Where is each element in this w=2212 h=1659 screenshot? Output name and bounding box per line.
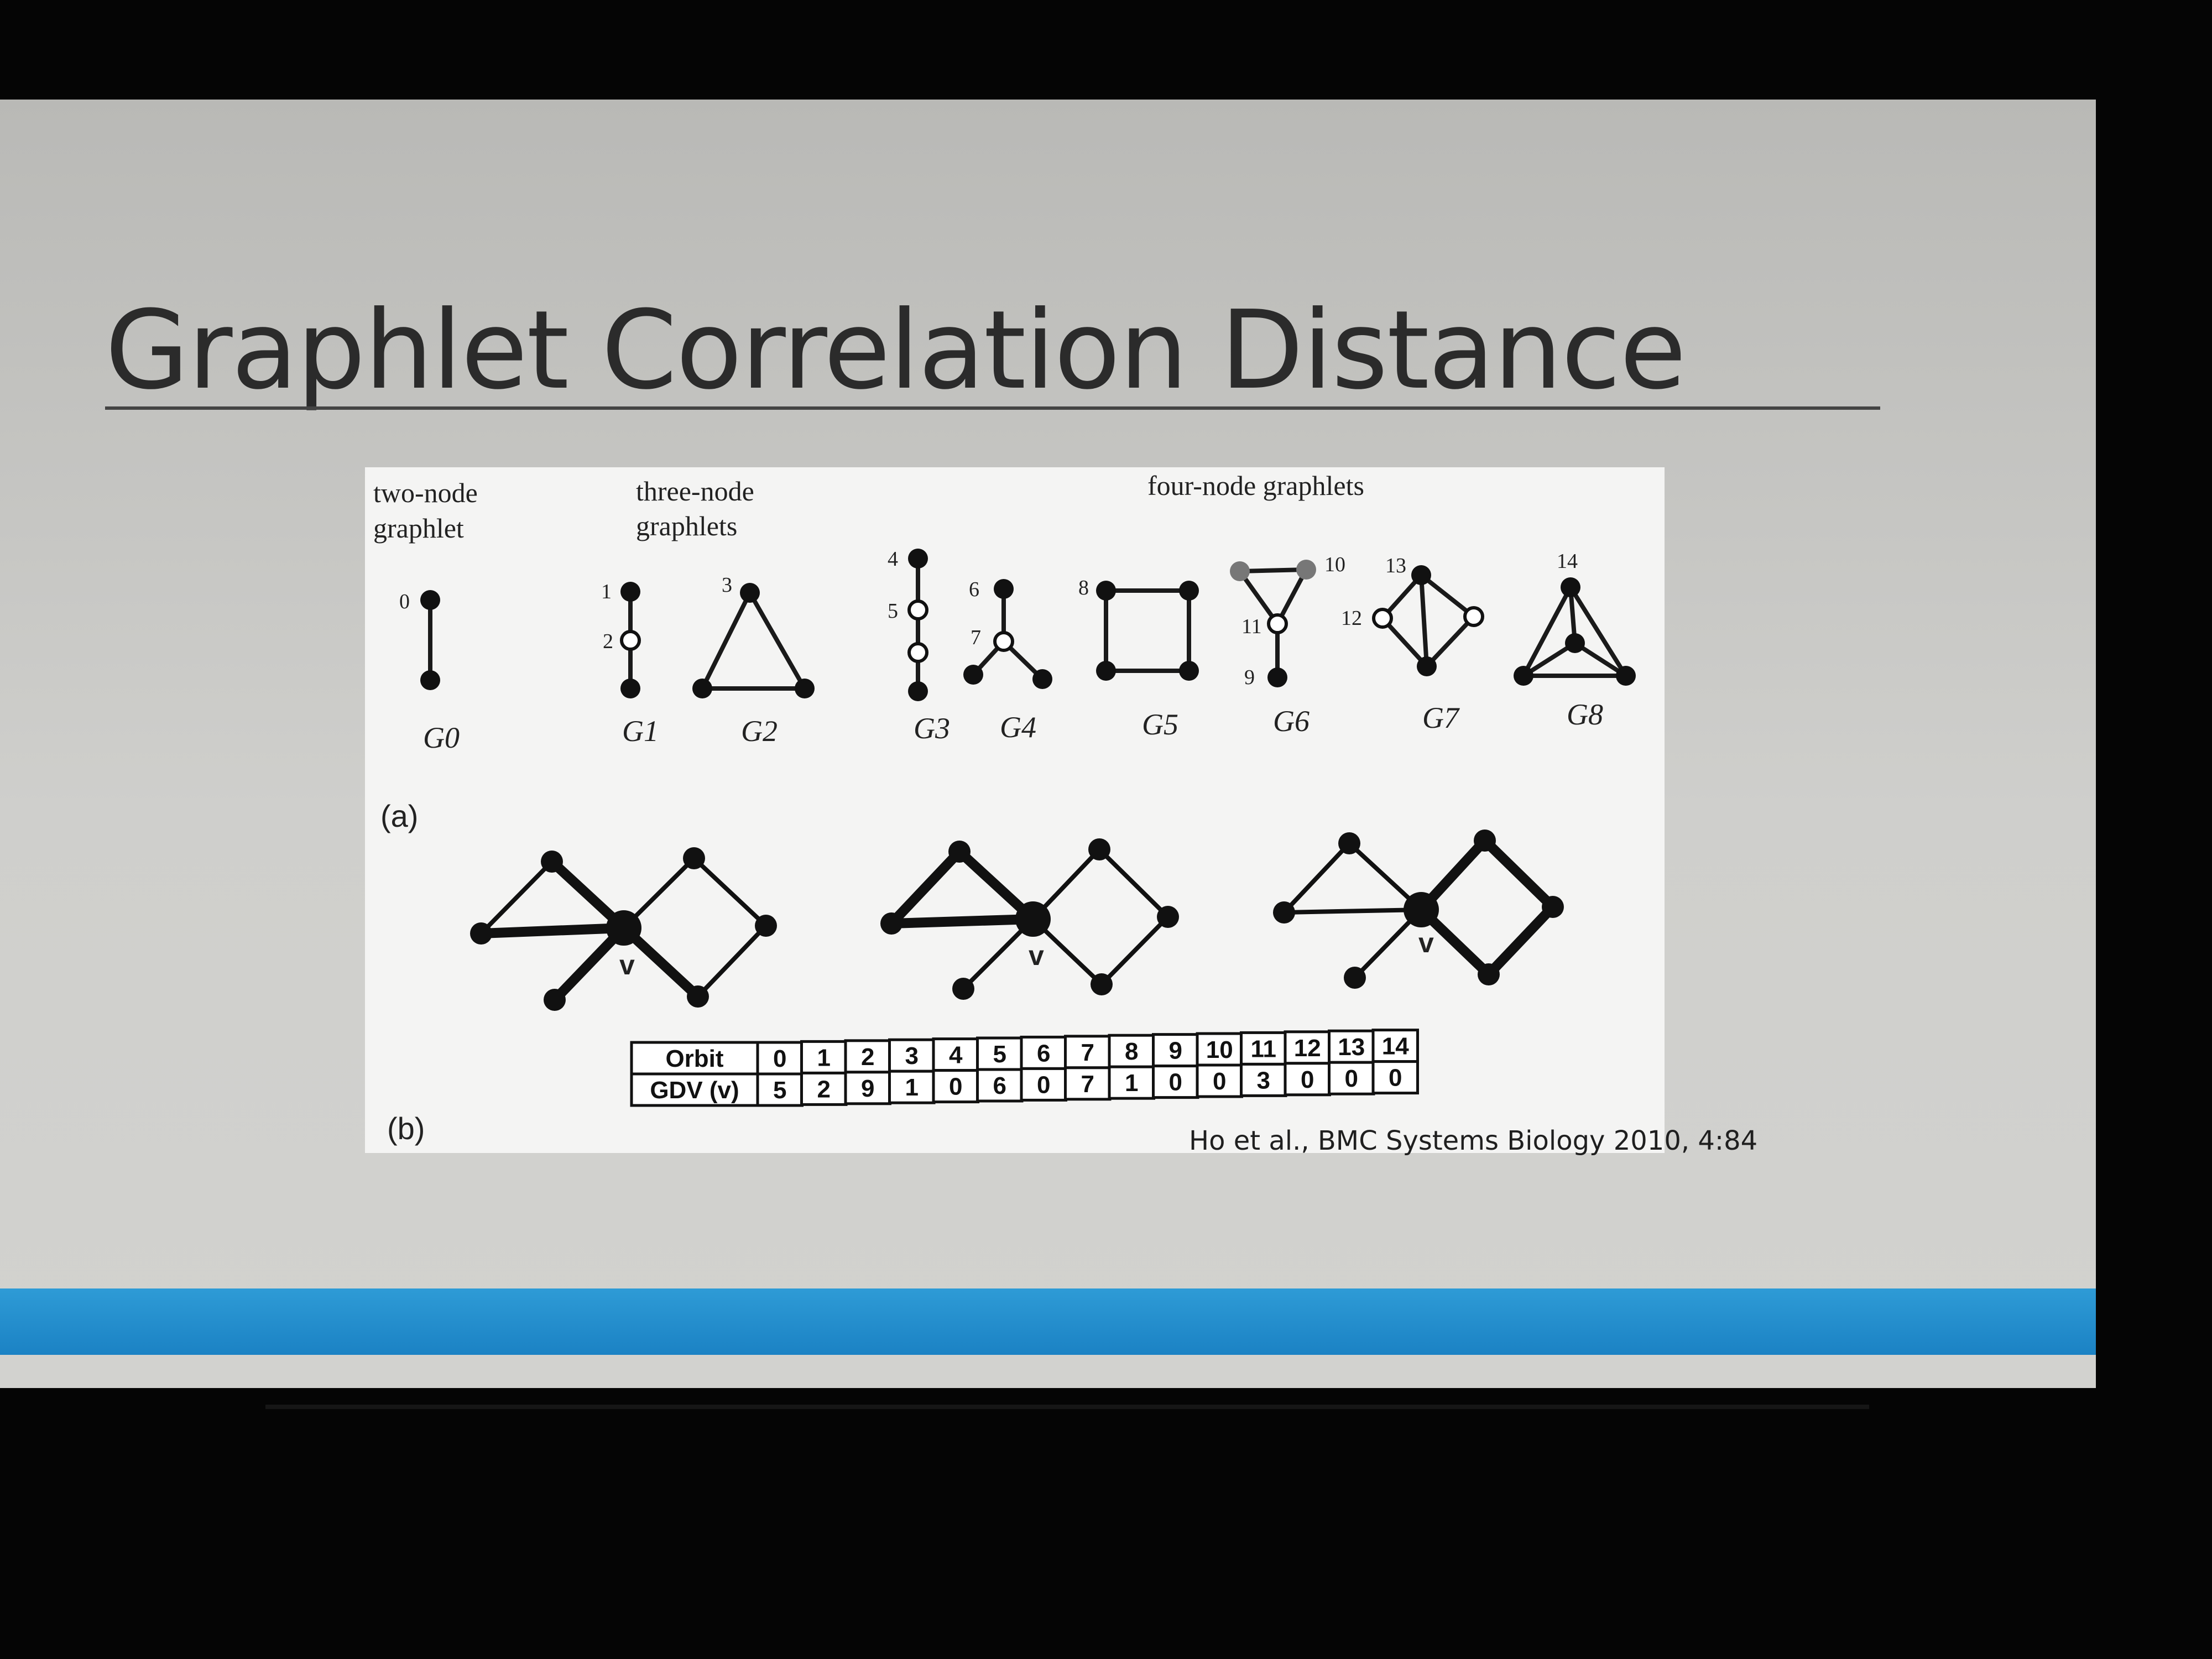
orbit-label: 13 [1385, 554, 1406, 577]
table-orbit-value: 13 [1338, 1034, 1365, 1061]
table-gdv-value: 0 [1037, 1071, 1050, 1098]
graphlet-nodes [420, 549, 1636, 701]
table-gdv-value: 5 [773, 1077, 786, 1104]
table-orbit-value: 7 [1081, 1039, 1094, 1066]
table-gdv-value: 6 [993, 1072, 1006, 1099]
table-cell [1196, 1063, 1243, 1098]
table-orbit-value: 11 [1250, 1035, 1276, 1062]
table-gdv-value: 1 [1125, 1070, 1138, 1097]
table-gdv-value: 0 [1389, 1065, 1402, 1092]
slide-bottom-bar [0, 1288, 2096, 1355]
orbit-label: 9 [1244, 666, 1255, 689]
orbit-label: 14 [1557, 550, 1578, 573]
table-cell [976, 1036, 1024, 1071]
table-orbit-value: 2 [861, 1044, 874, 1071]
table-gdv-value: 2 [817, 1076, 831, 1103]
table-orbit-value: 6 [1037, 1040, 1050, 1067]
table-orbit-value: 9 [1169, 1037, 1182, 1065]
orbit-label: 2 [603, 630, 613, 653]
node-v-label: v [1418, 927, 1434, 958]
header-four-node: four-node graphlets [1147, 470, 1364, 501]
orbit-labels: 0 1 2 3 4 5 6 7 8 9 10 11 12 13 14 [399, 547, 1578, 689]
header-two-node-line1: two-node [373, 477, 478, 508]
graphlet-name: G1 [622, 714, 659, 748]
header-three-node-line1: three-node [636, 476, 754, 507]
graphlet-name: G0 [423, 721, 460, 754]
slide-title: Graphlet Correlation Distance [105, 288, 1686, 414]
orbit-label: 10 [1324, 553, 1345, 576]
graphlet-name: G5 [1142, 708, 1178, 741]
table-gdv-value: 1 [905, 1074, 919, 1101]
table-cell [1108, 1065, 1155, 1100]
table-cell [976, 1068, 1024, 1103]
table-cell [1371, 1029, 1419, 1063]
graphlet-names: G0 G1 G2 G3 G4 G5 G6 G7 G8 [423, 698, 1603, 754]
slide-screen: Graphlet Correlation Distance [0, 100, 2096, 1388]
title-divider [105, 406, 1880, 410]
orbit-label: 6 [969, 578, 979, 601]
graphlet-name: G6 [1273, 705, 1310, 738]
graphlet-name: G8 [1567, 698, 1603, 731]
table-gdv-value: 0 [1345, 1065, 1358, 1092]
panel-a-label: (a) [380, 799, 418, 833]
table-orbit-value: 10 [1206, 1036, 1233, 1063]
orbit-label: 7 [971, 626, 981, 649]
header-three-node-line2: graphlets [636, 510, 737, 541]
orbit-label: 11 [1241, 615, 1262, 638]
table-orbit-value: 8 [1125, 1038, 1138, 1065]
table-gdv-value: 0 [1213, 1068, 1226, 1095]
table-orbit-value: 1 [817, 1044, 831, 1071]
citation: Ho et al., BMC Systems Biology 2010, 4:8… [1189, 1125, 1758, 1156]
table-header-orbit: Orbit [665, 1045, 723, 1072]
table-gdv-value: 0 [1301, 1066, 1314, 1093]
table-cell [630, 1072, 759, 1107]
network-2 [888, 848, 1170, 990]
node-v-label: v [619, 950, 635, 980]
table-gdv-value: 0 [949, 1073, 962, 1100]
table-cell [1240, 1062, 1287, 1097]
table-cell [1371, 1060, 1419, 1095]
table-orbit-value: 5 [993, 1041, 1006, 1068]
table-gdv-value: 3 [1257, 1067, 1270, 1094]
table-cell [756, 1041, 804, 1076]
table-gdv-value: 9 [861, 1075, 874, 1102]
table-orbit-value: 0 [773, 1045, 786, 1072]
orbit-label: 1 [601, 580, 612, 603]
orbit-label: 0 [399, 590, 410, 613]
table-cell [932, 1037, 979, 1072]
table-orbit-value: 4 [949, 1042, 963, 1069]
graphlet-name: G7 [1422, 701, 1460, 734]
orbit-label: 8 [1078, 576, 1089, 599]
panel-b-nodes [470, 830, 1564, 1011]
graphlet-name: G2 [741, 714, 778, 748]
table-orbit-value: 3 [905, 1042, 919, 1070]
table-gdv-value: 7 [1081, 1071, 1094, 1098]
graphlet-name: G3 [914, 712, 950, 745]
table-cell [1020, 1067, 1067, 1102]
orbit-label: 12 [1341, 607, 1362, 630]
table-cell [1064, 1066, 1112, 1101]
orbit-label: 4 [888, 547, 898, 571]
orbit-label: 3 [722, 573, 732, 597]
graphlet-name: G4 [1000, 711, 1036, 744]
monitor-bezel [265, 1405, 1869, 1409]
orbit-label: 5 [888, 599, 898, 623]
table-gdv-value: 0 [1169, 1069, 1182, 1096]
table-cell [932, 1069, 979, 1104]
table-header-gdv: GDV (v) [650, 1077, 739, 1104]
table-cell [800, 1071, 848, 1106]
header-two-node-line2: graphlet [373, 513, 464, 544]
panel-b-label: (b) [387, 1111, 425, 1146]
table-orbit-value: 14 [1382, 1033, 1409, 1060]
node-v-label: v [1029, 940, 1044, 971]
table-cell [1152, 1033, 1199, 1068]
table-orbit-value: 12 [1294, 1035, 1321, 1062]
